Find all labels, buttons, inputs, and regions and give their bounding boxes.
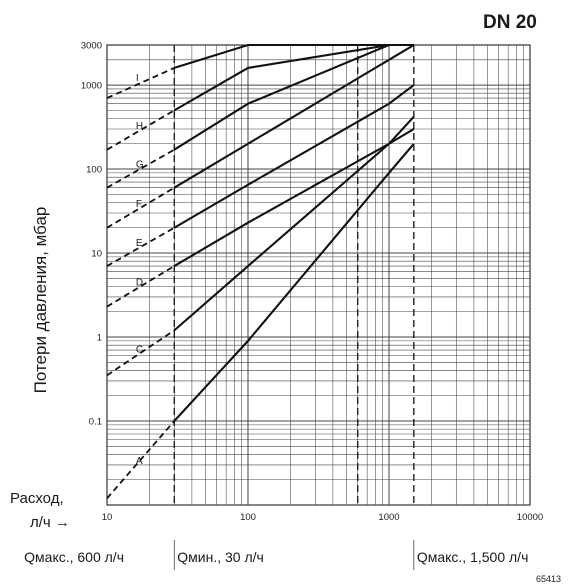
figure-code: 65413 bbox=[536, 574, 561, 584]
annotation-label: Qмакс., 600 л/ч bbox=[24, 549, 124, 565]
y-tick-label: 3000 bbox=[81, 41, 102, 52]
series-label: I bbox=[136, 73, 139, 84]
series-line bbox=[174, 85, 414, 228]
series-line bbox=[174, 144, 414, 421]
x-tick-label: 10 bbox=[102, 512, 113, 523]
series-line bbox=[174, 117, 414, 331]
chart-title: DN 20 bbox=[483, 12, 537, 33]
x-axis-label-line2: л/ч → bbox=[30, 514, 70, 531]
series-label: F bbox=[136, 199, 142, 210]
x-tick-label: 100 bbox=[240, 512, 256, 523]
limit-lines bbox=[174, 45, 414, 505]
series-line bbox=[174, 45, 414, 188]
series-label: C bbox=[136, 345, 143, 356]
annotation-label: Qмин., 30 л/ч bbox=[177, 549, 264, 565]
limit-annotations: Qмакс., 600 л/ч Qмин., 30 л/ч Qмакс., 1,50… bbox=[24, 540, 528, 570]
x-tick-label: 1000 bbox=[378, 512, 399, 523]
x-axis-label: Расход, л/ч → bbox=[10, 490, 70, 531]
y-tick-label: 100 bbox=[86, 165, 102, 176]
series-label: D bbox=[136, 278, 143, 289]
y-tick-label: 0.1 bbox=[89, 417, 102, 428]
y-axis-label: Потери давления, мбар bbox=[31, 207, 50, 394]
y-tick-label: 10 bbox=[91, 249, 102, 260]
x-axis-label-line1: Расход, bbox=[10, 490, 64, 507]
y-tick-label: 1000 bbox=[81, 81, 102, 92]
series-line bbox=[174, 129, 414, 266]
series-label: G bbox=[136, 160, 144, 171]
series-line-dashed bbox=[107, 68, 174, 98]
x-tick-label: 10000 bbox=[517, 512, 543, 523]
series-line bbox=[174, 45, 414, 110]
plot-frame bbox=[107, 45, 530, 505]
series-label: A bbox=[136, 456, 143, 467]
y-tick-label: 1 bbox=[97, 333, 102, 344]
grid bbox=[107, 45, 530, 505]
series-label: E bbox=[136, 238, 143, 249]
series-line bbox=[174, 45, 414, 68]
annotation-label: Qмакс., 1,500 л/ч bbox=[417, 549, 529, 565]
series-label: H bbox=[136, 121, 143, 132]
